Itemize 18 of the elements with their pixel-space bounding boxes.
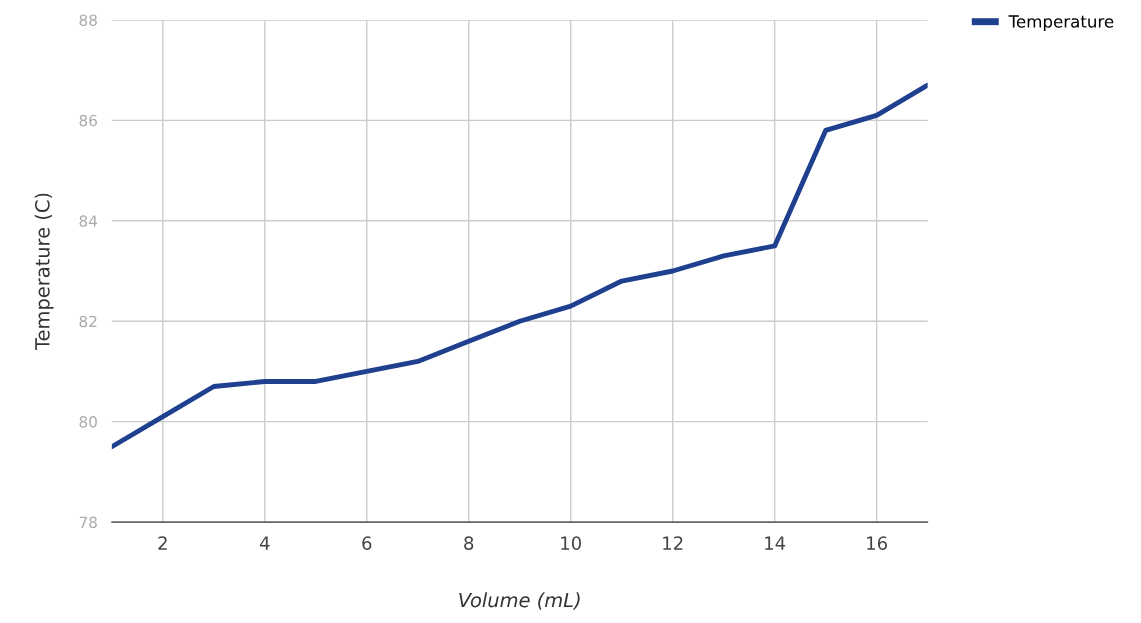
- y-tick-label: 84: [79, 215, 98, 227]
- x-tick-label: 12: [663, 536, 683, 550]
- y-axis-title: Temperature (C): [34, 193, 54, 351]
- x-tick-label: 6: [362, 536, 372, 550]
- y-tick-label: 78: [79, 516, 97, 529]
- y-tick-label: 80: [79, 416, 97, 428]
- x-tick-label: 8: [464, 536, 474, 550]
- y-tick-label: 82: [79, 315, 97, 328]
- y-tick-label: 88: [79, 14, 97, 26]
- x-tick-label: 14: [765, 536, 786, 550]
- y-tick-label: 86: [79, 114, 97, 127]
- legend-label: Temperature: [1008, 15, 1114, 31]
- x-axis-title: Volume (mL): [459, 592, 580, 610]
- x-tick-label: 4: [259, 536, 270, 550]
- x-tick-label: 2: [158, 536, 167, 550]
- line-series: [111, 82, 928, 450]
- x-tick-label: 10: [561, 536, 581, 550]
- x-tick-label: 16: [867, 536, 887, 550]
